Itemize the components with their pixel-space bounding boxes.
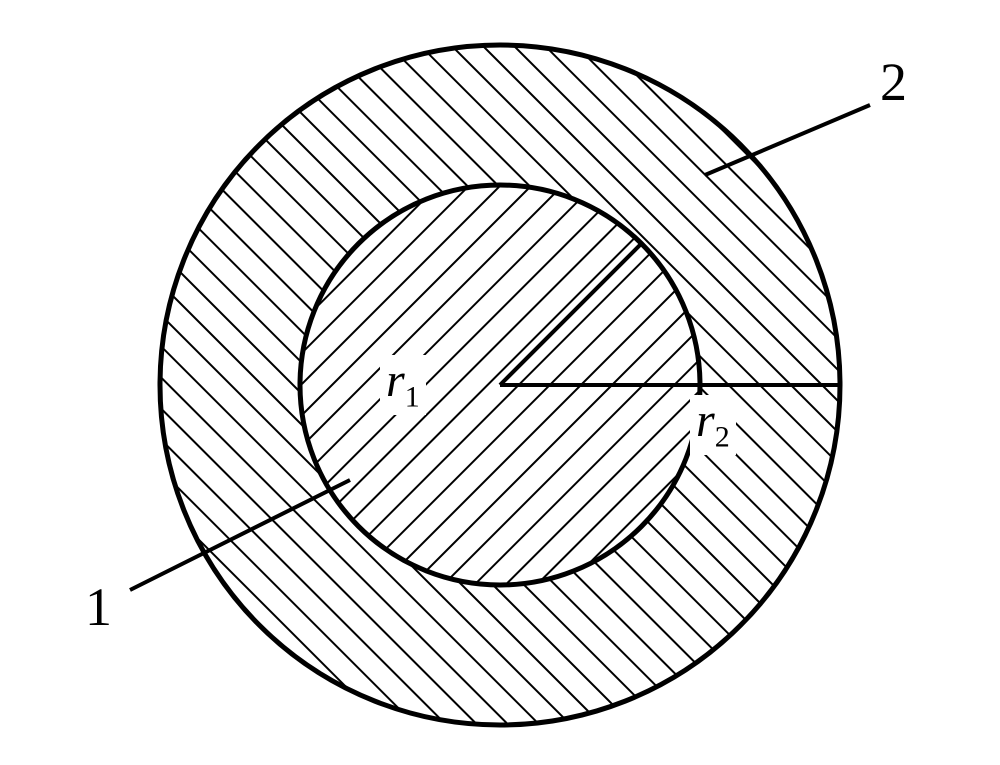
diagram-stage: { "canvas": { "width": 1000, "height": 7… <box>0 0 1000 765</box>
outer-radius-sub: 2 <box>715 421 730 454</box>
callout-2-number: 2 <box>880 55 907 109</box>
diagram-svg <box>0 0 1000 765</box>
inner-radius-var: r <box>386 354 405 407</box>
callout-1-number: 1 <box>85 580 112 634</box>
inner-radius-sub: 1 <box>405 381 420 414</box>
outer-radius-var: r <box>696 394 715 447</box>
outer-radius-label: r2 <box>690 395 736 455</box>
inner-radius-label: r1 <box>380 355 426 415</box>
